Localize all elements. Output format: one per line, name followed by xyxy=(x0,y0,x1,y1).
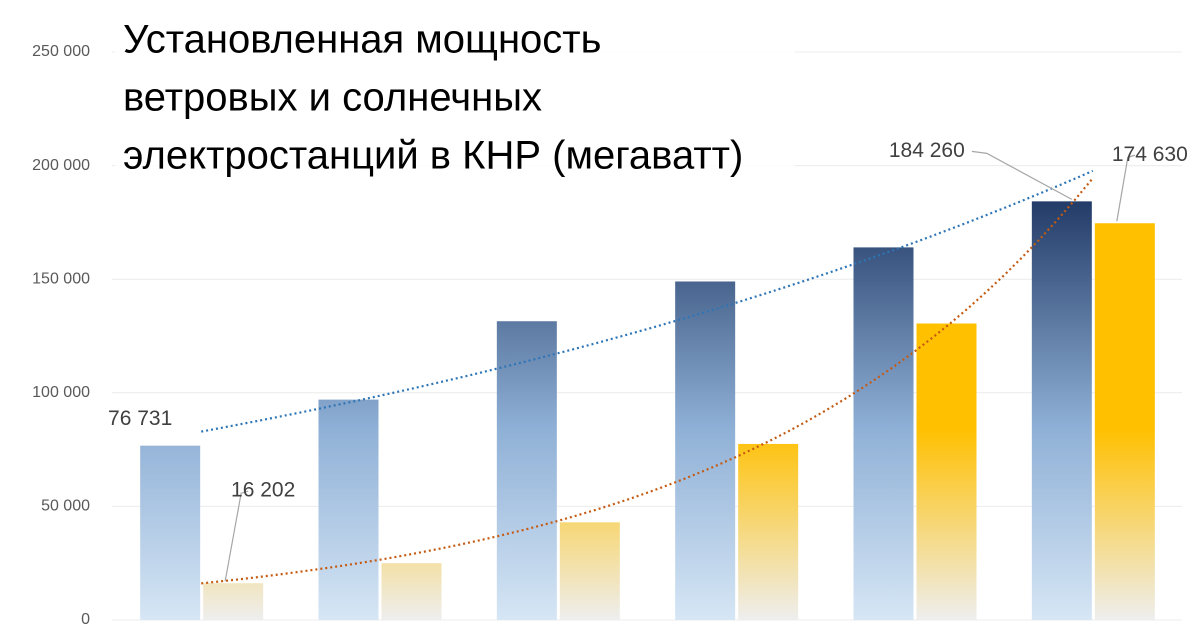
data-label: 16 202 xyxy=(231,479,295,502)
bar xyxy=(496,321,557,620)
bar xyxy=(738,443,799,620)
data-label: 76 731 xyxy=(108,407,172,430)
bar xyxy=(1031,201,1092,621)
trendline xyxy=(200,169,1094,433)
leader-line xyxy=(1116,154,1135,222)
y-tick-label: 200 000 xyxy=(32,157,90,174)
bar xyxy=(140,445,201,620)
y-tick-label: 150 000 xyxy=(32,270,90,287)
bar xyxy=(853,247,914,620)
title-backdrop xyxy=(115,5,795,190)
chart-title: ветровых и солнечных xyxy=(123,76,542,120)
data-label: 174 630 xyxy=(1112,143,1188,166)
bar xyxy=(381,563,442,620)
chart-title: Установленная мощность xyxy=(123,18,601,62)
bar xyxy=(916,323,977,620)
leader-line xyxy=(224,490,249,582)
leader-line xyxy=(971,150,1073,200)
bar xyxy=(559,522,620,620)
bar xyxy=(318,399,379,620)
y-tick-label: 100 000 xyxy=(32,384,90,401)
y-tick-label: 250 000 xyxy=(32,43,90,60)
bar xyxy=(675,281,736,620)
trendline xyxy=(201,177,1094,585)
y-tick-label: 0 xyxy=(81,611,90,628)
data-label: 184 260 xyxy=(889,139,965,162)
chart-title: электростанций в КНР (мегаватт) xyxy=(123,134,743,178)
bar xyxy=(1094,223,1155,620)
y-tick-label: 50 000 xyxy=(41,498,90,515)
bar xyxy=(203,583,264,620)
